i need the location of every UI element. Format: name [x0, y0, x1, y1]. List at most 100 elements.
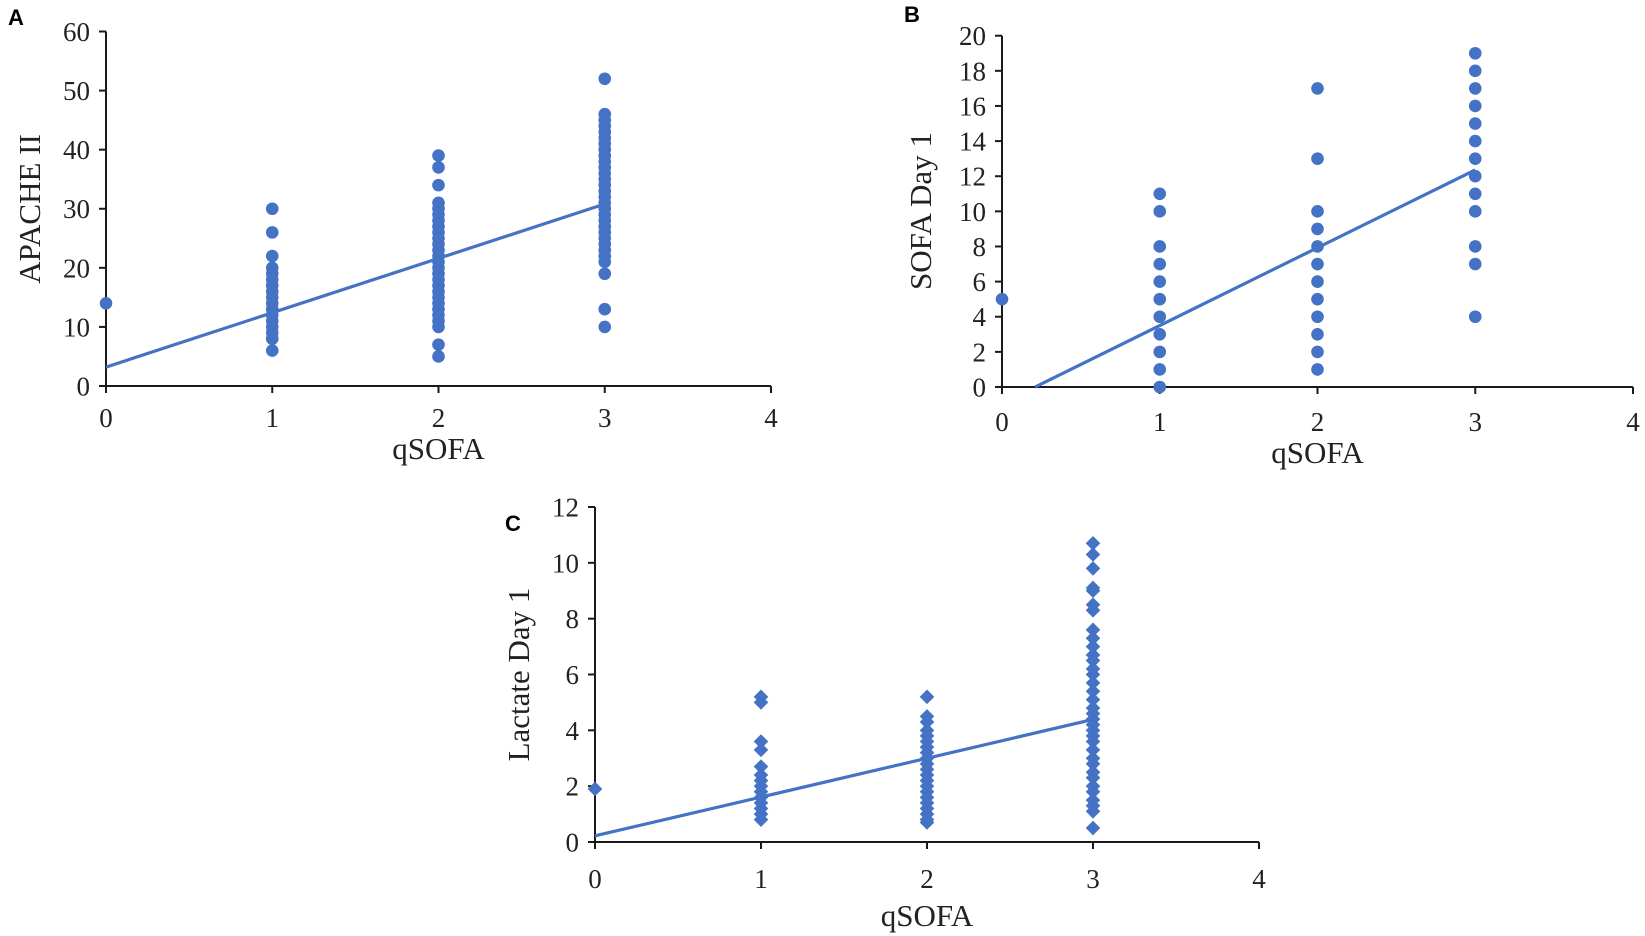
data-point — [1468, 240, 1482, 253]
data-point — [265, 332, 279, 346]
data-point — [1085, 547, 1101, 562]
data-point — [99, 296, 113, 310]
data-point — [1085, 535, 1101, 551]
data-point — [995, 292, 1009, 306]
y-tick-label: 2 — [566, 772, 580, 802]
data-point — [587, 781, 603, 797]
data-point — [1468, 82, 1482, 95]
data-point — [432, 178, 445, 192]
data-point — [1468, 117, 1482, 130]
data-point — [265, 344, 279, 357]
y-tick-label: 10 — [63, 312, 90, 342]
y-tick-label: 8 — [566, 604, 580, 634]
y-axis-label: SOFA Day 1 — [903, 132, 938, 290]
y-tick-label: 60 — [63, 17, 90, 47]
x-tick-label: 3 — [598, 403, 612, 433]
data-point — [598, 267, 612, 281]
data-point — [1468, 99, 1482, 113]
data-point — [1085, 734, 1101, 749]
data-point — [1153, 275, 1167, 288]
y-tick-label: 50 — [63, 76, 90, 106]
data-point — [598, 302, 612, 316]
y-tick-label: 6 — [566, 660, 580, 690]
data-point — [1311, 152, 1324, 165]
y-tick-label: 2 — [973, 337, 987, 367]
data-point — [598, 320, 612, 334]
data-point — [1085, 583, 1101, 599]
data-point — [265, 249, 279, 263]
plot-area: 0 10 20 30 40 50 60 0 1 2 3 4 — [63, 17, 778, 433]
data-point — [753, 812, 769, 827]
data-point — [1311, 328, 1324, 341]
panel-letter: A — [8, 5, 24, 30]
data-point — [753, 734, 769, 749]
data-point — [1311, 257, 1324, 271]
data-point — [1468, 257, 1482, 271]
x-tick-label: 0 — [99, 403, 113, 433]
data-point — [432, 161, 445, 174]
panel-a: A APACHE II qSOFA 0 10 20 30 40 50 60 0 1 2 3 4 — [8, 5, 778, 466]
x-tick-label: 2 — [1311, 407, 1325, 437]
data-point — [1085, 803, 1101, 819]
data-point — [1085, 820, 1101, 836]
data-point — [1311, 363, 1324, 376]
data-point — [1153, 187, 1167, 201]
data-point — [1311, 310, 1324, 324]
data-point — [1468, 152, 1482, 165]
data-point — [753, 759, 769, 774]
x-tick-label: 4 — [1252, 864, 1266, 894]
data-point — [1311, 345, 1324, 359]
data-point — [1468, 46, 1482, 60]
x-tick-label: 3 — [1469, 407, 1483, 437]
y-tick-label: 18 — [959, 56, 986, 86]
data-point — [432, 320, 445, 334]
data-point — [265, 202, 279, 216]
data-point — [1153, 240, 1167, 253]
data-point — [598, 255, 612, 269]
data-point — [1153, 205, 1167, 218]
data-point — [1311, 82, 1324, 95]
data-point — [1085, 742, 1101, 758]
y-axis-label: APACHE II — [12, 134, 47, 284]
data-point — [1085, 675, 1101, 691]
data-point — [1085, 784, 1101, 800]
data-point — [1468, 64, 1482, 78]
data-point — [1153, 380, 1167, 394]
data-point — [1085, 756, 1101, 772]
data-point — [919, 689, 935, 705]
y-tick-label: 12 — [552, 492, 579, 522]
data-point — [1085, 561, 1101, 576]
x-tick-label: 4 — [764, 403, 778, 433]
data-point — [1311, 205, 1324, 218]
y-tick-label: 16 — [959, 91, 986, 121]
data-point — [1153, 345, 1167, 359]
y-tick-label: 0 — [77, 371, 91, 401]
x-tick-label: 2 — [432, 403, 446, 433]
y-axis-label: Lactate Day 1 — [501, 588, 536, 762]
x-tick-label: 0 — [588, 864, 602, 894]
y-tick-label: 10 — [959, 197, 986, 227]
y-tick-label: 12 — [959, 162, 986, 192]
data-point — [1153, 363, 1167, 376]
data-point — [1311, 222, 1324, 236]
data-point — [919, 714, 935, 730]
data-point — [265, 226, 279, 239]
trend-line — [594, 717, 1094, 838]
y-tick-label: 30 — [63, 194, 90, 224]
x-axis-label: qSOFA — [392, 431, 485, 466]
data-point — [1153, 310, 1167, 324]
data-point — [919, 815, 935, 830]
data-point — [432, 350, 445, 363]
y-tick-label: 0 — [973, 372, 987, 402]
data-point — [1085, 653, 1101, 668]
data-point — [753, 695, 769, 710]
data-point — [753, 742, 769, 758]
data-point — [1085, 683, 1101, 699]
data-point — [432, 149, 445, 162]
data-point — [1085, 622, 1101, 638]
y-tick-label: 0 — [566, 827, 580, 857]
y-tick-label: 6 — [973, 267, 987, 297]
